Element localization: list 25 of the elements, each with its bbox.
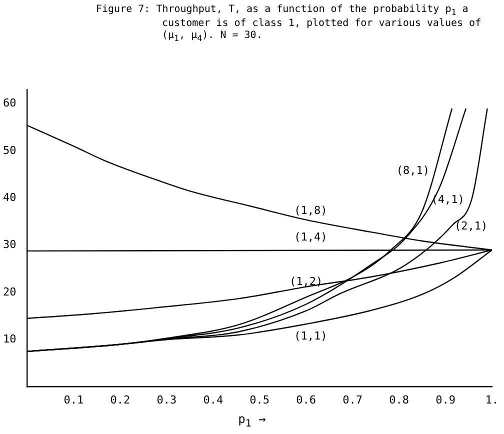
y-tick-label: 60 xyxy=(2,96,16,110)
x-tick-label: 1. xyxy=(485,393,499,406)
x-tick-label: 0.7 xyxy=(342,393,363,406)
series-label: (2,1) xyxy=(454,219,488,232)
y-tick-label: 30 xyxy=(2,238,16,252)
x-tick-label: 0.1 xyxy=(64,393,84,406)
series-label: (8,1) xyxy=(396,164,430,178)
series-label: (1,2) xyxy=(290,274,323,288)
x-tick-label: 0.3 xyxy=(156,393,177,406)
y-tick-label: 20 xyxy=(2,285,16,298)
x-tick-label: 0.6 xyxy=(296,393,316,406)
series-label: (1,4) xyxy=(294,230,328,244)
x-tick-label: 0.4 xyxy=(203,393,224,406)
x-tick-label: 0.5 xyxy=(250,393,270,406)
x-tick-label: 0.9 xyxy=(436,393,456,406)
x-axis-title: p$_{1}$ → xyxy=(237,412,267,430)
series-label: (4,1) xyxy=(431,192,464,206)
y-tick-label: 40 xyxy=(2,190,16,204)
y-tick-label: 10 xyxy=(2,332,16,346)
y-tick-label: 50 xyxy=(2,144,16,157)
series-label: (1,8) xyxy=(294,204,328,218)
chart-title: Figure 7: Throughput, T, as a function of the probability p$_{1}$ a customer is of class 1, plotted for various values of (μ$_{1}$, μ$_{4}$). N = 30. xyxy=(96,4,482,43)
series-label: (1,1) xyxy=(294,330,328,343)
x-tick-label: 0.8 xyxy=(389,393,409,406)
x-tick-label: 0.2 xyxy=(110,393,130,406)
